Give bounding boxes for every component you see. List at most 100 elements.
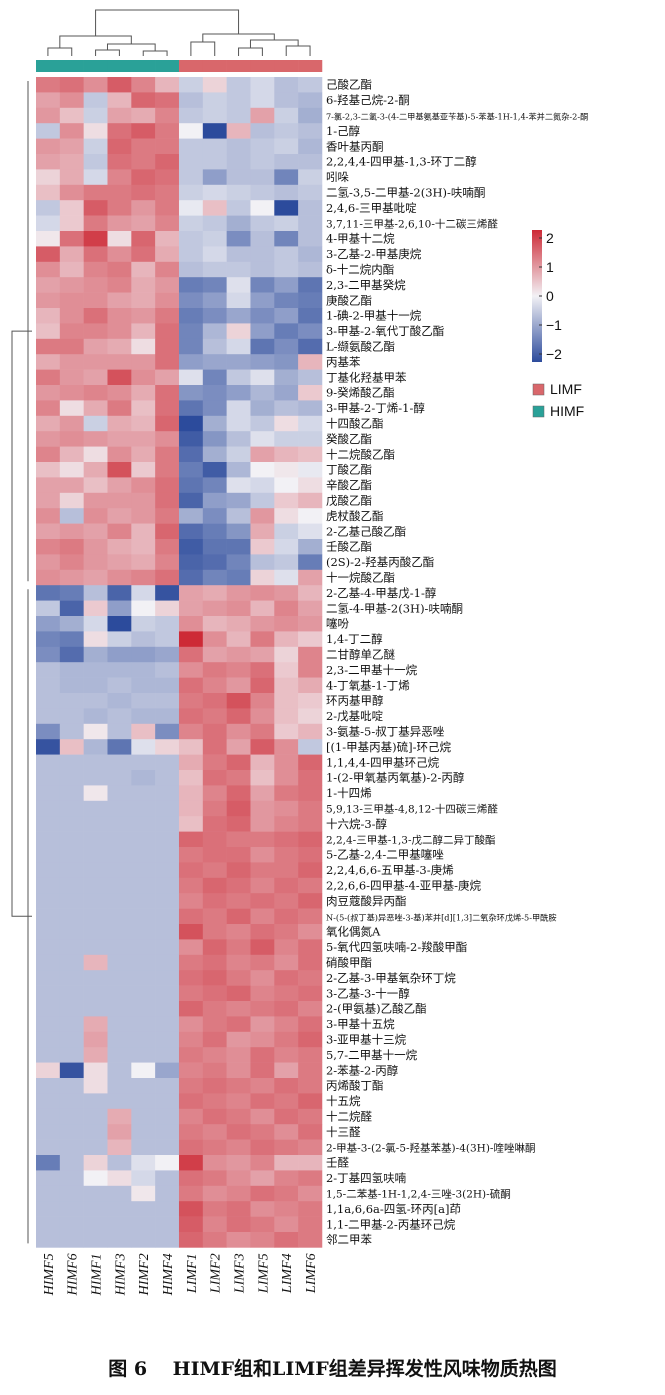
heatmap-cell xyxy=(155,107,180,124)
legend-swatch xyxy=(532,383,545,396)
heatmap-cell xyxy=(131,723,156,740)
heatmap-cell xyxy=(131,1093,156,1110)
heatmap-cell xyxy=(226,539,251,555)
heatmap-cell xyxy=(298,323,323,340)
heatmap-cell xyxy=(131,261,156,278)
heatmap-cell xyxy=(83,523,108,540)
heatmap-cell xyxy=(202,539,227,555)
heatmap-cell xyxy=(178,1093,204,1110)
heatmap-cell xyxy=(226,523,251,540)
heatmap-cell xyxy=(36,924,61,940)
heatmap-cell xyxy=(131,415,156,432)
heatmap-cell xyxy=(274,354,299,370)
heatmap-cell xyxy=(274,1016,299,1033)
heatmap-cell xyxy=(59,908,84,925)
heatmap-cell xyxy=(83,1155,108,1171)
heatmap-cell xyxy=(107,308,132,324)
heatmap-cell xyxy=(226,862,251,879)
heatmap-cell xyxy=(59,92,84,109)
heatmap-cell xyxy=(298,215,323,232)
heatmap-cell xyxy=(131,215,156,232)
heatmap-cell xyxy=(202,600,227,617)
heatmap-cell xyxy=(250,215,275,232)
heatmap-cell xyxy=(36,431,61,447)
heatmap-cell xyxy=(178,385,204,401)
heatmap-cell xyxy=(226,292,251,309)
heatmap-cell xyxy=(83,431,108,447)
heatmap-cell xyxy=(250,446,275,463)
heatmap-cell xyxy=(250,462,275,478)
row-label: 吲哚 xyxy=(326,170,349,184)
row-label: 2,2,4,4-四甲基-1,3-环丁二醇 xyxy=(326,155,477,169)
heatmap-cell xyxy=(131,308,156,324)
row-label: 1,5-二苯基-1H-1,2,4-三唑-3(2H)-硫酮 xyxy=(326,1188,511,1201)
heatmap-cell xyxy=(250,231,275,247)
heatmap-cell xyxy=(107,847,132,863)
heatmap-cell xyxy=(59,970,84,986)
heatmap-cell xyxy=(155,154,180,170)
group-bar-cell xyxy=(178,60,204,72)
heatmap-cell xyxy=(59,631,84,648)
heatmap-cell xyxy=(226,1047,251,1063)
heatmap-cell xyxy=(155,877,180,894)
heatmap-cell xyxy=(107,107,132,124)
heatmap-cell xyxy=(298,1078,323,1094)
heatmap-cell xyxy=(250,1185,275,1202)
heatmap-cell xyxy=(155,646,180,663)
heatmap-cell xyxy=(59,1108,84,1125)
heatmap-cell xyxy=(274,1139,299,1156)
heatmap-cell xyxy=(202,985,227,1002)
row-label: [(1-甲基丙基)硫]-环己烷 xyxy=(326,740,452,754)
heatmap-cell xyxy=(36,123,61,139)
heatmap-cell xyxy=(202,231,227,247)
heatmap-cell xyxy=(274,847,299,863)
heatmap-cell xyxy=(274,785,299,802)
heatmap-cell xyxy=(298,970,323,986)
heatmap-cell xyxy=(107,539,132,555)
heatmap-cell xyxy=(36,184,61,201)
heatmap-cell xyxy=(178,569,204,586)
heatmap-cell xyxy=(131,631,156,648)
heatmap-cell xyxy=(36,877,61,894)
heatmap-cell xyxy=(178,723,204,740)
heatmap-cells xyxy=(36,77,323,1248)
heatmap-cell xyxy=(202,569,227,586)
heatmap-cell xyxy=(107,985,132,1002)
heatmap-cell xyxy=(202,939,227,956)
heatmap-cell xyxy=(202,138,227,155)
heatmap-cell xyxy=(274,1216,299,1233)
heatmap-cell xyxy=(83,1216,108,1233)
heatmap-cell xyxy=(202,1108,227,1125)
heatmap-cell xyxy=(36,77,61,93)
heatmap-cell xyxy=(59,123,84,139)
heatmap-cell xyxy=(83,1108,108,1125)
heatmap-cell xyxy=(274,800,299,817)
heatmap-cell xyxy=(298,1170,323,1187)
heatmap-cell xyxy=(226,1216,251,1233)
heatmap-cell xyxy=(59,754,84,771)
heatmap-cell xyxy=(59,1201,84,1217)
heatmap-cell xyxy=(298,123,323,139)
heatmap-cell xyxy=(83,1124,108,1140)
row-label: 二氢-4-甲基-2(3H)-呋喃酮 xyxy=(326,601,463,615)
colorbar-tick-label: −1 xyxy=(546,317,562,333)
heatmap-cell xyxy=(36,92,61,109)
heatmap-cell xyxy=(178,508,204,524)
heatmap-cell xyxy=(178,92,204,109)
heatmap-cell xyxy=(107,770,132,786)
heatmap-cell xyxy=(131,677,156,694)
heatmap-cell xyxy=(202,261,227,278)
heatmap-cell xyxy=(36,770,61,786)
heatmap-cell xyxy=(298,739,323,755)
heatmap-cell xyxy=(178,1185,204,1202)
row-label: 丙基苯 xyxy=(326,355,361,369)
heatmap-cell xyxy=(202,785,227,802)
heatmap-cell xyxy=(59,616,84,632)
heatmap-cell xyxy=(178,154,204,170)
row-label: 2-乙基-4-甲基戊-1-醇 xyxy=(326,586,437,600)
row-label: (2S)-2-羟基丙酸乙酯 xyxy=(326,555,434,569)
heatmap-cell xyxy=(250,831,275,848)
row-label: 2-乙基-3-甲基氧杂环丁烷 xyxy=(326,971,456,985)
heatmap-cell xyxy=(202,770,227,786)
heatmap-cell xyxy=(178,677,204,694)
